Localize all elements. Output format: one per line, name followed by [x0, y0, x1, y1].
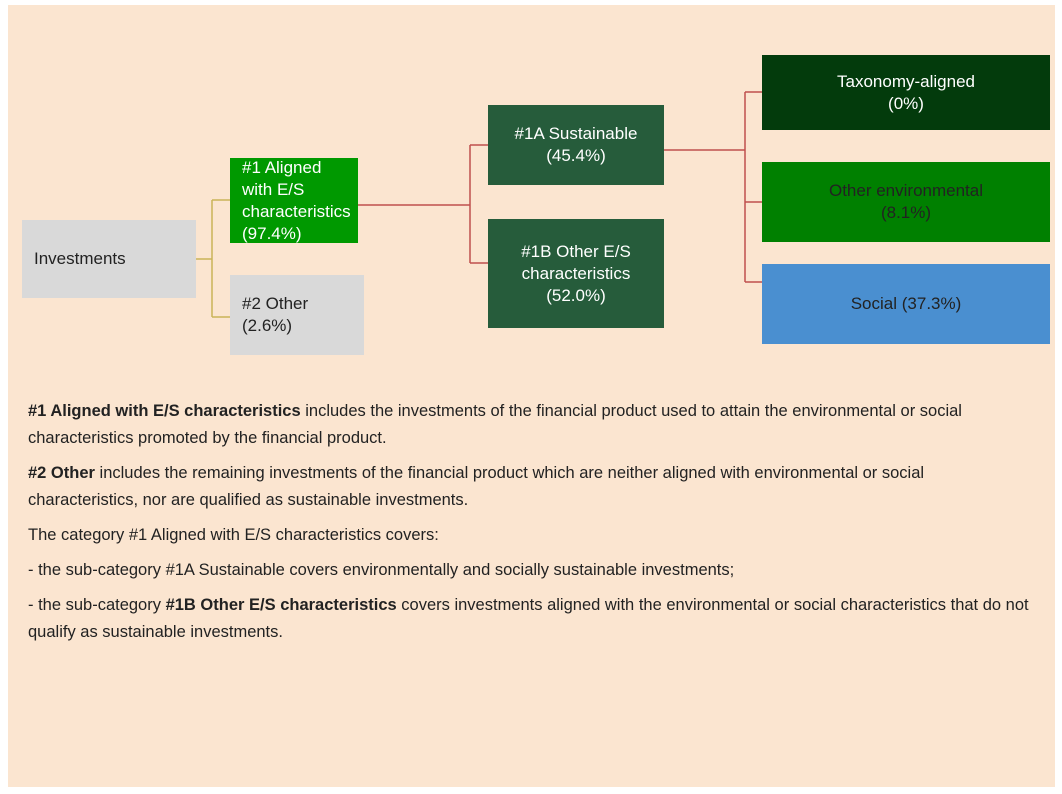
node-label: Other environmental: [828, 181, 984, 200]
node-label: (52.0%): [546, 285, 606, 305]
node-label: (8.1%): [880, 203, 932, 222]
paragraph: #1 Aligned with E/S characteristics incl…: [28, 398, 1038, 452]
node-label: Investments: [34, 249, 126, 268]
connector: [358, 91, 762, 283]
text: includes the investments of the financia…: [28, 402, 962, 447]
node-label: #1B Other E/S: [521, 241, 631, 261]
paragraph: #2 Other includes the remaining investme…: [28, 460, 1038, 514]
text: covers investments aligned with the envi…: [28, 596, 1029, 641]
node-label: (0%): [888, 93, 924, 113]
node-label: #1A Sustainable: [514, 124, 638, 143]
node: #1A Sustainable (45.4%): [488, 105, 664, 185]
node: Investments: [22, 220, 196, 298]
paragraph: The category #1 Aligned with E/S charact…: [28, 522, 1038, 549]
text: The category #1 Aligned with E/S charact…: [28, 526, 439, 544]
node-label: (97.4%): [242, 223, 302, 243]
paragraph: - the sub-category #1A Sustainable cover…: [28, 557, 1038, 584]
node-label: (45.4%): [546, 146, 606, 165]
node: Other environmental (8.1%): [762, 162, 1050, 242]
paragraph: - the sub-category #1B Other E/S charact…: [28, 592, 1038, 646]
node-label: Social (37.3%): [850, 294, 962, 313]
text: - the sub-category: [28, 596, 166, 614]
bold-text: #2 Other: [28, 464, 95, 482]
node: #2 Other (2.6%): [230, 275, 364, 355]
node: Taxonomy-aligned (0%): [762, 55, 1050, 130]
node: Social (37.3%): [762, 264, 1050, 344]
node-label: #1 Aligned with E/S: [242, 157, 322, 199]
connector: [196, 199, 230, 318]
node-label: characteristics: [242, 201, 351, 221]
node-label: #2 Other (2.6%): [242, 294, 309, 335]
node: #1 Aligned with E/S characteristics (97.4%…: [230, 158, 358, 243]
text: - the sub-category #1A Sustainable cover…: [28, 561, 735, 579]
bold-text: #1 Aligned with E/S characteristics: [28, 402, 301, 420]
node-label: Taxonomy-aligned: [837, 71, 975, 91]
text: includes the remaining investments of th…: [28, 464, 925, 509]
node: #1B Other E/S characteristics (52.0%): [488, 219, 664, 328]
node-label: characteristics: [521, 263, 631, 283]
description: #1 Aligned with E/S characteristics incl…: [28, 398, 1038, 654]
bold-text: #1B Other E/S characteristics: [165, 596, 397, 614]
